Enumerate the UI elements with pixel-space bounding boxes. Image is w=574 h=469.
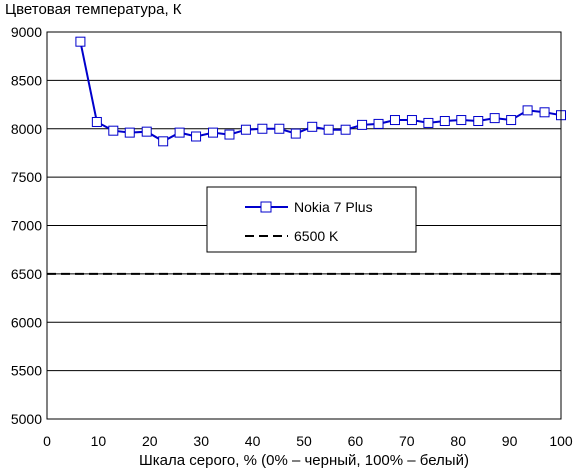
legend-label-nokia: Nokia 7 Plus [294, 199, 373, 215]
data-point-nokia-9 [224, 129, 235, 140]
data-point-nokia-21 [423, 117, 434, 128]
data-point-nokia-6 [174, 127, 185, 138]
y-tick-label-4: 7000 [11, 218, 42, 234]
data-point-nokia-22 [439, 116, 450, 127]
series-line-nokia [79, 41, 562, 143]
data-point-nokia-8 [208, 127, 219, 138]
data-point-nokia-26 [506, 115, 517, 126]
x-tick-label-5: 50 [296, 433, 312, 449]
data-point-nokia-17 [357, 119, 368, 130]
x-tick-label-2: 20 [142, 433, 158, 449]
data-point-nokia-12 [274, 123, 285, 134]
data-point-nokia-2 [108, 125, 119, 136]
chart-title: Цветовая температура, К [5, 1, 182, 18]
data-point-nokia-13 [290, 128, 301, 139]
x-axis-label: Шкала серого, % (0% – черный, 100% – бел… [139, 452, 469, 469]
x-tick-label-7: 70 [399, 433, 415, 449]
data-point-nokia-28 [539, 107, 550, 118]
y-tick-label-3: 6500 [11, 266, 42, 282]
data-point-nokia-23 [456, 115, 467, 126]
data-point-nokia-4 [141, 126, 152, 137]
x-tick-label-6: 60 [348, 433, 364, 449]
y-tick-label-6: 8000 [11, 121, 42, 137]
x-tick-label-0: 0 [43, 433, 51, 449]
data-point-nokia-10 [240, 124, 251, 135]
y-tick-label-1: 5500 [11, 363, 42, 379]
y-tick-label-5: 7500 [11, 169, 42, 185]
x-tick-labels: 0 10 20 30 40 50 60 70 80 90 100 [43, 433, 573, 449]
data-point-nokia-14 [307, 121, 318, 132]
x-tick-label-1: 10 [91, 433, 107, 449]
y-tick-label-8: 9000 [11, 24, 42, 40]
data-point-nokia-16 [340, 124, 351, 135]
data-point-nokia-25 [489, 113, 500, 124]
legend: Nokia 7 Plus 6500 K [206, 186, 417, 253]
x-tick-label-3: 30 [193, 433, 209, 449]
x-tick-label-8: 80 [450, 433, 466, 449]
x-tick-label-4: 40 [245, 433, 261, 449]
legend-box [206, 186, 417, 253]
data-point-nokia-19 [389, 115, 400, 126]
data-point-nokia-24 [473, 116, 484, 127]
series-nokia-7-plus [75, 36, 566, 147]
plot-frame [46, 31, 562, 420]
x-tick-label-9: 90 [502, 433, 518, 449]
legend-label-6500k: 6500 K [294, 228, 339, 244]
x-tick-label-10: 100 [549, 433, 573, 449]
data-point-nokia-0 [75, 36, 86, 47]
y-tick-label-0: 5000 [11, 411, 42, 427]
data-point-nokia-18 [373, 118, 384, 129]
data-point-nokia-20 [406, 115, 417, 126]
data-point-nokia-15 [323, 124, 334, 135]
y-tick-labels: 5000 5500 6000 6500 7000 7500 8000 8500 9000 [11, 24, 42, 427]
data-point-nokia-1 [91, 116, 102, 127]
legend-marker-nokia [260, 201, 272, 213]
data-point-nokia-5 [158, 136, 169, 147]
data-point-nokia-7 [191, 131, 202, 142]
y-tick-label-7: 8500 [11, 72, 42, 88]
data-point-nokia-3 [124, 127, 135, 138]
y-tick-label-2: 6000 [11, 314, 42, 330]
data-point-nokia-11 [257, 123, 268, 134]
data-point-nokia-27 [522, 105, 533, 116]
